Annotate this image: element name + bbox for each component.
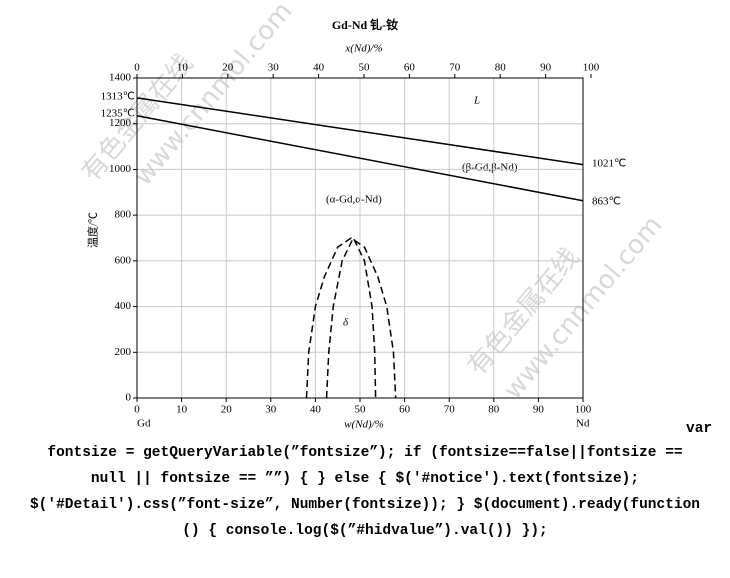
x-tick-label: 90 xyxy=(533,404,545,416)
code-text: var xyxy=(686,421,712,437)
y-tick-label: 400 xyxy=(115,300,132,312)
x-tick-label: 40 xyxy=(310,404,322,416)
x-tick-label: 20 xyxy=(221,404,233,416)
x2-axis-label: x(Nd)/% xyxy=(344,43,382,55)
x-tick-label: 70 xyxy=(444,404,456,416)
x-tick-label: 50 xyxy=(355,404,367,416)
annotation: 863℃ xyxy=(592,196,621,208)
y-tick-label: 1400 xyxy=(109,72,132,84)
x2-tick-label: 50 xyxy=(359,62,371,74)
x2-tick-label: 40 xyxy=(313,62,325,74)
y-tick-label: 600 xyxy=(115,254,132,266)
y-axis-label: 温度/℃ xyxy=(86,212,100,248)
x2-tick-label: 30 xyxy=(268,62,280,74)
y-tick-label: 800 xyxy=(115,209,132,221)
annotation: Gd xyxy=(137,418,151,430)
code-text: () { console.log($(”#hidvalue”).val()) }… xyxy=(182,523,547,539)
x2-tick-label: 0 xyxy=(134,62,140,74)
phase-line xyxy=(325,236,377,399)
x-tick-label: 30 xyxy=(265,404,277,416)
code-text: null || fontsize == ””) { } else { $('#n… xyxy=(91,471,639,487)
x-tick-label: 60 xyxy=(399,404,411,416)
x2-tick-label: 100 xyxy=(583,62,600,74)
x-tick-label: 0 xyxy=(134,404,140,416)
x2-tick-label: 20 xyxy=(222,62,234,74)
x2-tick-label: 90 xyxy=(540,62,552,74)
x-tick-label: 10 xyxy=(176,404,188,416)
x2-tick-label: 10 xyxy=(177,62,189,74)
y-tick-label: 1200 xyxy=(109,117,132,129)
x-axis-label: w(Nd)/% xyxy=(344,419,384,431)
x-tick-label: 80 xyxy=(488,404,500,416)
annotation: δ xyxy=(343,317,349,329)
y-tick-label: 0 xyxy=(126,392,132,404)
plot-frame xyxy=(136,77,584,399)
code-text: fontsize = getQueryVariable(”fontsize”);… xyxy=(47,445,682,461)
phase-line xyxy=(305,237,397,399)
annotation: L xyxy=(473,95,480,107)
chart-title: Gd-Nd 钆-钕 xyxy=(332,17,398,32)
phase-line xyxy=(136,114,584,202)
annotation: 1021℃ xyxy=(592,158,626,170)
annotation: (α-Gd,α-Nd) xyxy=(326,194,382,206)
annotation: 1235℃ xyxy=(101,108,135,120)
annotation: Nd xyxy=(576,418,590,430)
x-tick-label: 100 xyxy=(575,404,592,416)
phase-line xyxy=(136,97,584,166)
x2-tick-label: 60 xyxy=(404,62,416,74)
x2-tick-label: 70 xyxy=(449,62,461,74)
annotation: (β-Gd,β-Nd) xyxy=(462,162,518,174)
annotation: 1313℃ xyxy=(101,91,135,103)
y-tick-label: 200 xyxy=(115,346,132,358)
code-text: $('#Detail').css(”font-size”, Number(fon… xyxy=(30,497,700,513)
y-tick-label: 1000 xyxy=(109,163,132,175)
x2-tick-label: 80 xyxy=(495,62,507,74)
